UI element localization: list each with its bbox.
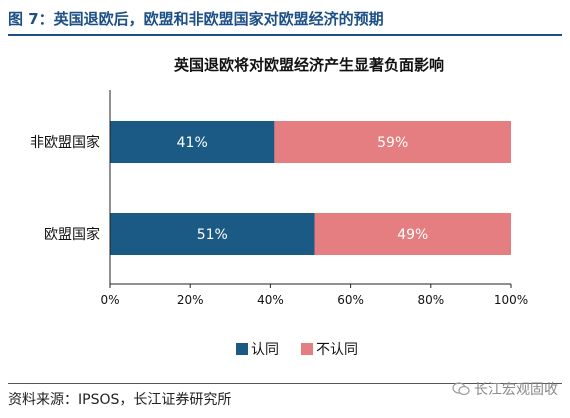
source-note: 资料来源：IPSOS，长江证券研究所 bbox=[8, 392, 232, 408]
caption-divider bbox=[8, 34, 562, 36]
watermark: 长江宏观固收 bbox=[452, 379, 558, 399]
footer-divider bbox=[8, 383, 562, 384]
wechat-icon bbox=[452, 382, 470, 396]
x-tick-label: 100% bbox=[494, 293, 528, 307]
legend-label: 认同 bbox=[251, 342, 279, 358]
legend-swatch bbox=[301, 343, 313, 355]
data-label: 59% bbox=[377, 135, 408, 151]
axis-layer: 0% 20% 40% 60% 80% 100% bbox=[100, 90, 528, 307]
legend-layer: 认同 不认同 bbox=[236, 342, 358, 358]
x-tick-label: 0% bbox=[100, 293, 119, 307]
x-tick-label: 60% bbox=[337, 293, 364, 307]
bar-segment bbox=[110, 213, 315, 255]
category-label: 非欧盟国家 bbox=[30, 134, 100, 151]
x-tick-label: 80% bbox=[417, 293, 444, 307]
bar-segment bbox=[314, 213, 511, 255]
watermark-text: 长江宏观固收 bbox=[474, 382, 558, 398]
figure-caption: 图 7：英国退欧后，欧盟和非欧盟国家对欧盟经济的预期 bbox=[8, 10, 384, 28]
stacked-bar-chart: 英国退欧将对欧盟经济产生显著负面影响 41% 59% 非欧盟国家 51% 49% 欧盟国家… bbox=[30, 56, 528, 358]
data-label: 51% bbox=[197, 227, 228, 243]
data-label: 41% bbox=[177, 135, 208, 151]
bar-segment bbox=[110, 121, 275, 163]
legend-swatch bbox=[236, 343, 248, 355]
legend-label: 不认同 bbox=[316, 342, 358, 358]
x-tick-label: 40% bbox=[257, 293, 284, 307]
bar-segment bbox=[274, 121, 511, 163]
bars-layer: 41% 59% 非欧盟国家 51% 49% 欧盟国家 bbox=[30, 121, 511, 255]
chart-title: 英国退欧将对欧盟经济产生显著负面影响 bbox=[174, 56, 444, 74]
data-label: 49% bbox=[397, 227, 428, 243]
category-label: 欧盟国家 bbox=[44, 226, 100, 243]
x-tick-label: 20% bbox=[177, 293, 204, 307]
